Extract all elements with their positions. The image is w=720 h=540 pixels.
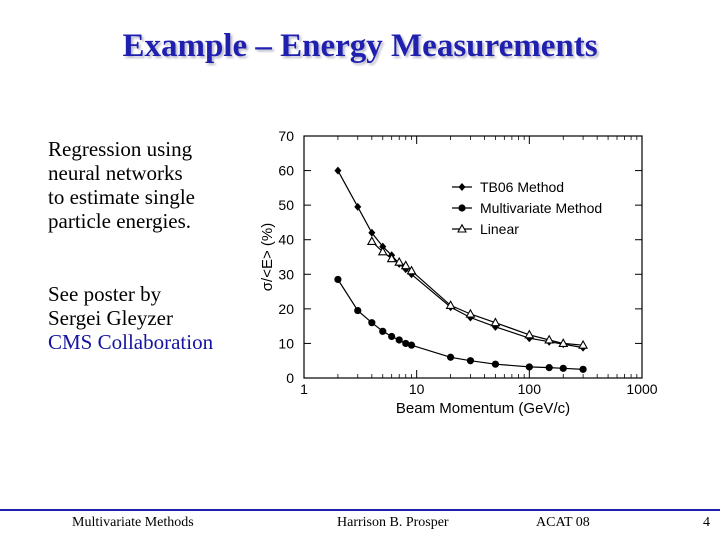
resolution-chart: 0 10 20 30 40 50 60 70 1 10 100 1000 Beam Momentum (… [259,128,658,417]
plot-frame [303,135,643,379]
legend-label: Linear [480,221,519,237]
legend-marker [458,183,466,191]
data-point [545,364,553,372]
y-tick-label: 10 [278,335,294,351]
data-point [395,336,403,344]
text-line: Regression using [48,137,193,161]
data-point [388,332,396,341]
y-tick-label: 30 [278,266,294,282]
data-point [406,265,417,275]
footer-course: Multivariate Methods [72,515,194,530]
data-point [579,365,587,373]
legend-label: Multivariate Method [480,200,602,216]
data-point [334,275,342,284]
y-axis-label: σ/<E> (%) [259,223,276,291]
data-point [354,306,362,315]
data-point [368,319,376,327]
data-point [524,329,535,339]
legend-marker [457,223,467,233]
legend-marker [458,204,466,212]
poster-reference: See poster by Sergei Gleyzer CMS Collabo… [48,282,263,354]
data-point [354,202,362,211]
data-point [400,260,411,270]
data-point [445,300,456,309]
x-tick-label: 10 [409,381,425,397]
data-point [491,360,500,368]
data-point [558,338,569,347]
y-tick-label: 40 [278,232,294,248]
collaboration-name: CMS Collaboration [48,330,214,354]
footer-event: ACAT 08 [536,515,590,530]
x-tick-label: 1 [300,381,308,397]
data-point [394,256,405,266]
page-number: 4 [703,515,710,530]
y-tick-label: 70 [278,128,294,144]
footer-author: Harrison B. Prosper [337,515,449,530]
data-point [466,357,475,365]
data-point [559,364,567,372]
text-line: neural networks [48,161,183,185]
data-point [402,339,410,348]
data-point [578,339,589,349]
x-tick-label: 100 [518,381,542,397]
y-tick-label: 60 [278,163,294,179]
legend-label: TB06 Method [480,179,564,195]
y-tick-label: 0 [286,370,294,386]
data-point [366,236,377,245]
y-tick-label: 50 [278,197,294,213]
text-line: particle energies. [48,209,192,233]
data-point [386,253,397,263]
data-point [525,363,533,371]
text-line: to estimate single [48,185,195,209]
data-point [368,228,376,237]
text-line: See poster by [48,282,162,306]
data-point [490,317,501,327]
text-line: Sergei Gleyzer [48,306,173,330]
series-line [371,240,584,346]
data-point [407,341,416,349]
data-point [446,353,455,361]
data-point [544,334,555,344]
data-point [465,308,476,318]
x-tick-label: 1000 [626,381,657,397]
footer-divider [0,509,720,511]
data-point [379,327,387,335]
y-tick-label: 20 [278,301,294,317]
x-axis-label: Beam Momentum (GeV/c) [396,400,570,417]
data-point [377,246,388,256]
description-text: Regression using neural networks to esti… [48,137,263,233]
slide-title: Example – Energy Measurements [122,28,598,64]
data-point [334,166,342,175]
